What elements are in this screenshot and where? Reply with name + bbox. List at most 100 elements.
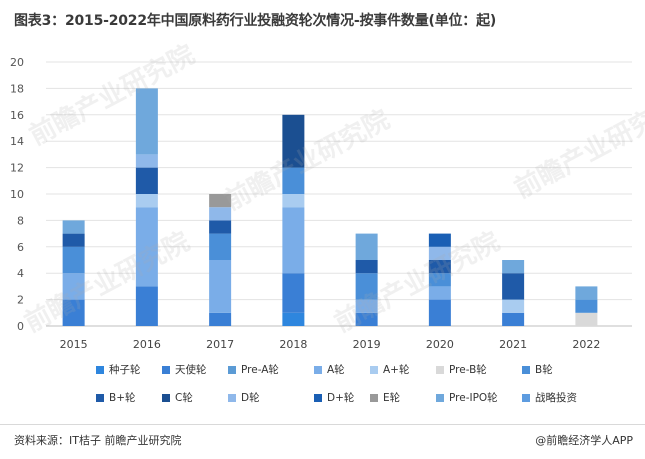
x-tick-label: 2021 [499,338,527,351]
bar-segment [209,260,232,313]
bar-segment [209,233,232,260]
legend-label: Pre-IPO轮 [449,392,498,404]
bar-segment [209,194,232,208]
legend-item: 战略投资 [522,390,582,405]
x-tick-label: 2016 [133,338,161,351]
y-tick-label: 4 [17,267,24,280]
legend-swatch [436,393,444,402]
bar-segment [428,233,451,247]
y-tick-label: 10 [10,188,24,201]
legend-item: B轮 [522,362,582,377]
bar-segment [282,273,305,313]
legend-swatch [436,365,444,374]
bar-segment [135,88,158,155]
chart-title: 图表3：2015-2022年中国原料药行业投融资轮次情况-按事件数量(单位：起) [14,13,497,29]
legend-label: B轮 [535,364,553,376]
legend-swatch [228,393,236,402]
y-tick-label: 2 [17,294,24,307]
bar-segment [62,299,85,326]
x-tick-label: 2018 [279,338,307,351]
bar-segment [282,167,305,194]
legend-swatch [228,365,236,374]
bar-segment [502,273,525,300]
bar-segment [282,194,305,208]
bar-segment [575,286,598,300]
bar-segment [282,207,305,274]
chart-legend: 种子轮 天使轮 Pre-A轮 A轮 A+轮 Pre-B轮 B轮 B+轮 C轮 D轮 D+轮 E轮 Pre… [96,362,616,405]
legend-swatch [370,365,378,374]
bar-segment [355,299,378,313]
legend-item: Pre-IPO轮 [436,390,522,405]
legend-item: D轮 [228,390,314,405]
bar-segment [282,114,305,168]
bar-segment [428,286,451,300]
x-tick-label: 2015 [60,338,88,351]
bar-segment [502,260,525,274]
legend-item: B+轮 [96,390,162,405]
y-tick-label: 14 [10,135,24,148]
grid-lines [46,61,632,327]
bar-segment [62,246,85,274]
legend-label: 种子轮 [109,364,141,376]
legend-item: Pre-B轮 [436,362,522,377]
bar-segment [355,260,378,274]
bar-segment [209,312,232,326]
legend-swatch [314,365,322,374]
y-tick-label: 8 [17,214,24,227]
legend-label: 天使轮 [175,364,207,376]
legend-label: E轮 [383,392,401,404]
bar-segment [135,167,158,194]
legend-swatch [522,365,530,374]
legend-label: Pre-A轮 [241,364,279,376]
bar-segment [135,194,158,208]
bar-segment [62,233,85,247]
bar-segment [428,246,451,260]
legend-item: C轮 [162,390,228,405]
x-tick-label: 2019 [353,338,381,351]
legend-label: A+轮 [383,364,410,376]
bar-segment [135,154,158,168]
bars [62,88,598,326]
legend-swatch [162,393,170,402]
legend-swatch [96,365,104,374]
bar-segment [62,220,85,234]
legend-item: 种子轮 [96,362,162,377]
y-tick-label: 16 [10,109,24,122]
legend-label: C轮 [175,392,193,404]
bar-segment [428,273,451,287]
y-tick-label: 0 [17,320,24,333]
legend-swatch [314,393,322,402]
source-note: 资料来源：IT桔子 前瞻产业研究院 [14,434,182,447]
stacked-bar-chart: 0 2 4 6 8 10 12 14 16 18 20 2015 2016 2017 2018 2019 202… [10,56,632,351]
bar-segment [502,299,525,313]
legend-item: A轮 [314,362,370,377]
bar-segment [428,299,451,326]
bar-segment [282,312,305,326]
legend-swatch [522,393,530,402]
bar-segment [575,299,598,313]
legend-item: 天使轮 [162,362,228,377]
bar-segment [135,207,158,287]
y-tick-label: 20 [10,56,24,69]
y-tick-label: 12 [10,162,24,175]
legend-label: D轮 [241,392,260,404]
legend-swatch [162,365,170,374]
x-tick-label: 2020 [426,338,454,351]
bar-segment [209,220,232,234]
legend-item: D+轮 [314,390,370,405]
bar-segment [135,286,158,326]
bar-segment [355,312,378,326]
bar-segment [428,260,451,274]
bar-segment [62,273,85,300]
bar-segment [355,233,378,260]
legend-label: B+轮 [109,392,136,404]
legend-swatch [370,393,378,402]
legend-item: A+轮 [370,362,436,377]
y-tick-label: 18 [10,82,24,95]
y-tick-label: 6 [17,241,24,254]
bar-segment [502,312,525,326]
legend-label: D+轮 [327,392,355,404]
footer-divider [0,424,645,425]
legend-item: E轮 [370,390,436,405]
axis-labels: 0 2 4 6 8 10 12 14 16 18 20 2015 2016 2017 2018 2019 202… [10,56,600,351]
